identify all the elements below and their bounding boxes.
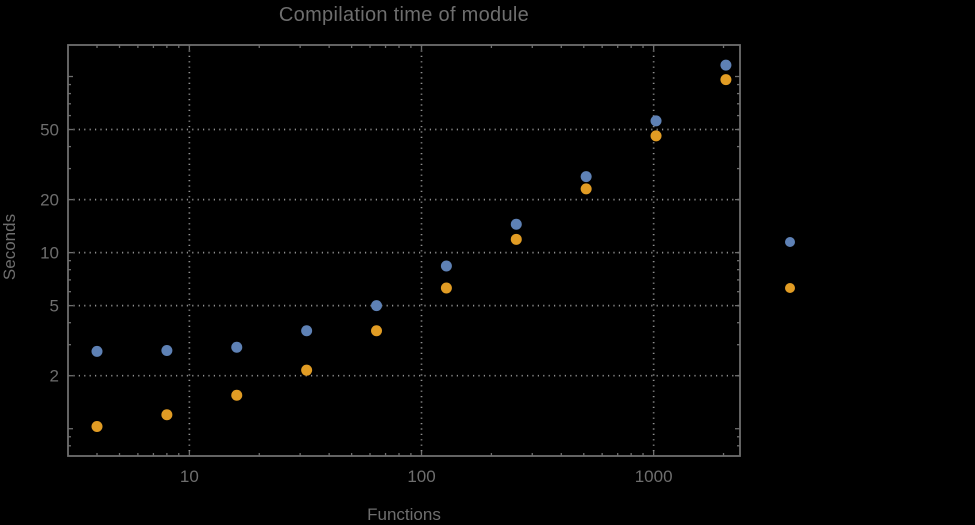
plot-frame (67, 44, 741, 457)
legend-marker-2 (785, 283, 795, 293)
data-point-blue-256 (510, 218, 522, 230)
x-tick-label-100: 100 (407, 467, 435, 486)
y-tick-label-2: 2 (50, 367, 59, 386)
data-point-blue-2048 (720, 59, 732, 71)
y-tick-label-10: 10 (40, 244, 59, 263)
data-point-blue-16 (231, 341, 243, 353)
data-point-blue-8 (161, 345, 173, 357)
x-axis-label: Functions (367, 505, 441, 524)
chart-title: Compilation time of module (278, 4, 530, 26)
y-tick-label-20: 20 (40, 191, 59, 210)
data-point-blue-128 (440, 260, 452, 272)
data-point-orange-64 (371, 325, 383, 337)
data-point-blue-512 (580, 171, 592, 183)
data-point-orange-1024 (650, 130, 662, 142)
y-tick-label-5: 5 (50, 297, 59, 316)
data-point-orange-16 (231, 389, 243, 401)
y-tick-label-50: 50 (40, 121, 59, 140)
data-point-blue-1024 (650, 115, 662, 127)
data-point-orange-512 (580, 183, 592, 195)
legend-marker-1 (785, 237, 795, 247)
data-point-orange-4 (91, 420, 103, 432)
data-point-orange-8 (161, 409, 173, 421)
data-point-orange-256 (510, 233, 522, 245)
x-tick-label-1000: 1000 (635, 467, 673, 486)
data-point-blue-32 (301, 325, 313, 337)
data-point-orange-128 (440, 282, 452, 294)
x-tick-label-10: 10 (180, 467, 199, 486)
data-point-blue-64 (371, 300, 383, 312)
data-point-orange-2048 (720, 74, 732, 86)
data-point-orange-32 (301, 364, 313, 376)
data-point-blue-4 (91, 345, 103, 357)
